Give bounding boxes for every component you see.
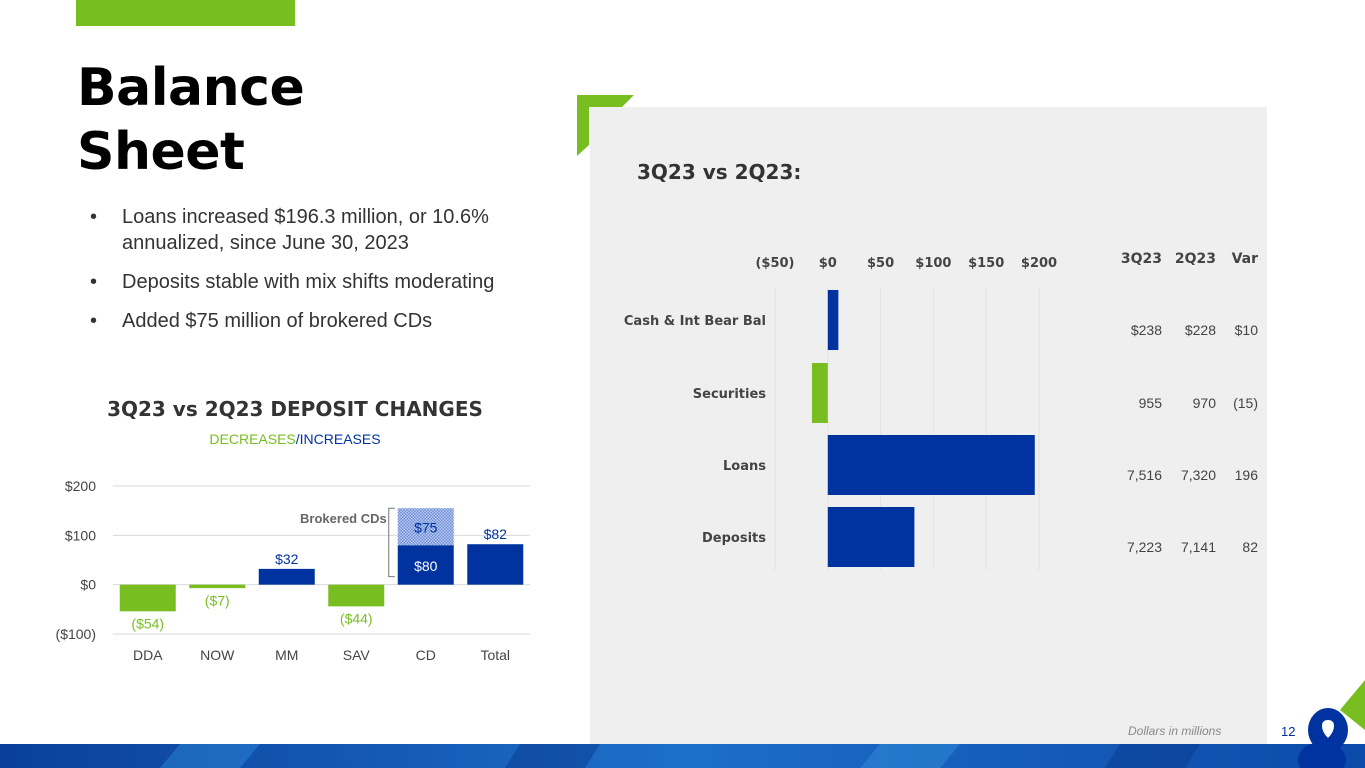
bar-cd-brokered bbox=[397, 508, 454, 546]
bar-total bbox=[467, 544, 524, 585]
x-tick-label: ($50) bbox=[755, 256, 794, 271]
bar-sav bbox=[328, 584, 385, 607]
deposit-chart-subtitle: DECREASES/INCREASES bbox=[60, 431, 530, 447]
data-label: $32 bbox=[275, 551, 299, 567]
table-header: 3Q23 bbox=[1121, 251, 1162, 267]
table-header: Var bbox=[1232, 251, 1259, 267]
page-title: Balance Sheet bbox=[77, 56, 305, 184]
data-label: $75 bbox=[414, 520, 438, 536]
x-tick-label: $0 bbox=[819, 256, 837, 271]
bar-row bbox=[827, 435, 1035, 495]
bullet-item: Added $75 million of brokered CDs bbox=[90, 308, 540, 334]
table-header: 2Q23 bbox=[1175, 251, 1216, 267]
x-tick-label: $150 bbox=[968, 256, 1004, 271]
category-label: Securities bbox=[693, 387, 766, 402]
y-tick-label: $200 bbox=[65, 478, 96, 494]
bullet-list: Loans increased $196.3 million, or 10.6%… bbox=[90, 204, 540, 347]
bottom-band bbox=[0, 744, 1365, 768]
x-tick-label: CD bbox=[416, 647, 436, 663]
data-label: ($7) bbox=[205, 593, 230, 609]
bar-dda bbox=[119, 584, 176, 612]
category-label: Deposits bbox=[702, 531, 766, 546]
subtitle-increases: INCREASES bbox=[299, 431, 381, 447]
category-label: Loans bbox=[723, 459, 766, 474]
bar-row bbox=[827, 507, 915, 567]
bullet-item: Deposits stable with mix shifts moderati… bbox=[90, 269, 540, 295]
title-line-1: Balance bbox=[77, 58, 305, 118]
bar-row bbox=[811, 363, 828, 423]
ampersand-logo bbox=[1298, 680, 1365, 768]
x-tick-label: $200 bbox=[1021, 256, 1057, 271]
deposit-changes-chart: $200 $100 $0 ($100) DDA ($54) NOW ($7) MM $32 SAV (… bbox=[56, 478, 530, 663]
bullet-item: Loans increased $196.3 million, or 10.6%… bbox=[90, 204, 540, 256]
bar-mm bbox=[258, 568, 315, 585]
balance-sheet-chart: ($50) $0 $50 $100 $150 $200 Cash & Int Bear Ba… bbox=[624, 251, 1259, 570]
table-cell: 7,223 bbox=[1127, 539, 1162, 555]
page-number: 12 bbox=[1281, 724, 1296, 739]
bar-now bbox=[189, 584, 246, 589]
y-tick-label: ($100) bbox=[56, 626, 96, 642]
table-cell: 955 bbox=[1139, 395, 1163, 411]
data-label: $82 bbox=[484, 526, 508, 542]
data-label: ($54) bbox=[131, 615, 164, 631]
balance-panel bbox=[590, 107, 1267, 747]
y-tick-label: $0 bbox=[80, 577, 96, 593]
footnote: Dollars in millions bbox=[1128, 724, 1222, 738]
panel-title: 3Q23 vs 2Q23: bbox=[637, 160, 802, 184]
table-cell: 82 bbox=[1242, 539, 1258, 555]
x-tick-label: $100 bbox=[915, 256, 951, 271]
x-tick-label: NOW bbox=[200, 647, 235, 663]
data-label: ($44) bbox=[340, 610, 373, 626]
x-tick-label: MM bbox=[275, 647, 298, 663]
x-tick-label: $50 bbox=[867, 256, 894, 271]
subtitle-separator: / bbox=[295, 431, 300, 447]
accent-bar bbox=[76, 0, 295, 26]
brokered-bracket bbox=[388, 507, 395, 578]
table-cell: $228 bbox=[1185, 322, 1216, 338]
bar-cd bbox=[397, 545, 454, 585]
table-cell: $10 bbox=[1235, 322, 1259, 338]
category-label: Cash & Int Bear Bal bbox=[624, 314, 766, 329]
title-line-2: Sheet bbox=[77, 122, 245, 182]
brokered-annotation: Brokered CDs bbox=[300, 511, 387, 526]
x-tick-label: DDA bbox=[133, 647, 163, 663]
panel-corner-accent bbox=[577, 95, 634, 156]
table-cell: 196 bbox=[1235, 467, 1259, 483]
table-cell: 970 bbox=[1193, 395, 1217, 411]
subtitle-decreases: DECREASES bbox=[209, 431, 296, 447]
data-label: $80 bbox=[414, 558, 438, 574]
x-tick-label: Total bbox=[480, 647, 510, 663]
table-cell: 7,141 bbox=[1181, 539, 1216, 555]
bar-row bbox=[827, 290, 839, 350]
table-cell: 7,516 bbox=[1127, 467, 1162, 483]
deposit-chart-title: 3Q23 vs 2Q23 DEPOSIT CHANGES bbox=[107, 397, 483, 421]
table-cell: 7,320 bbox=[1181, 467, 1216, 483]
table-cell: (15) bbox=[1233, 395, 1258, 411]
table-cell: $238 bbox=[1131, 322, 1162, 338]
x-tick-label: SAV bbox=[343, 647, 371, 663]
y-tick-label: $100 bbox=[65, 527, 96, 543]
